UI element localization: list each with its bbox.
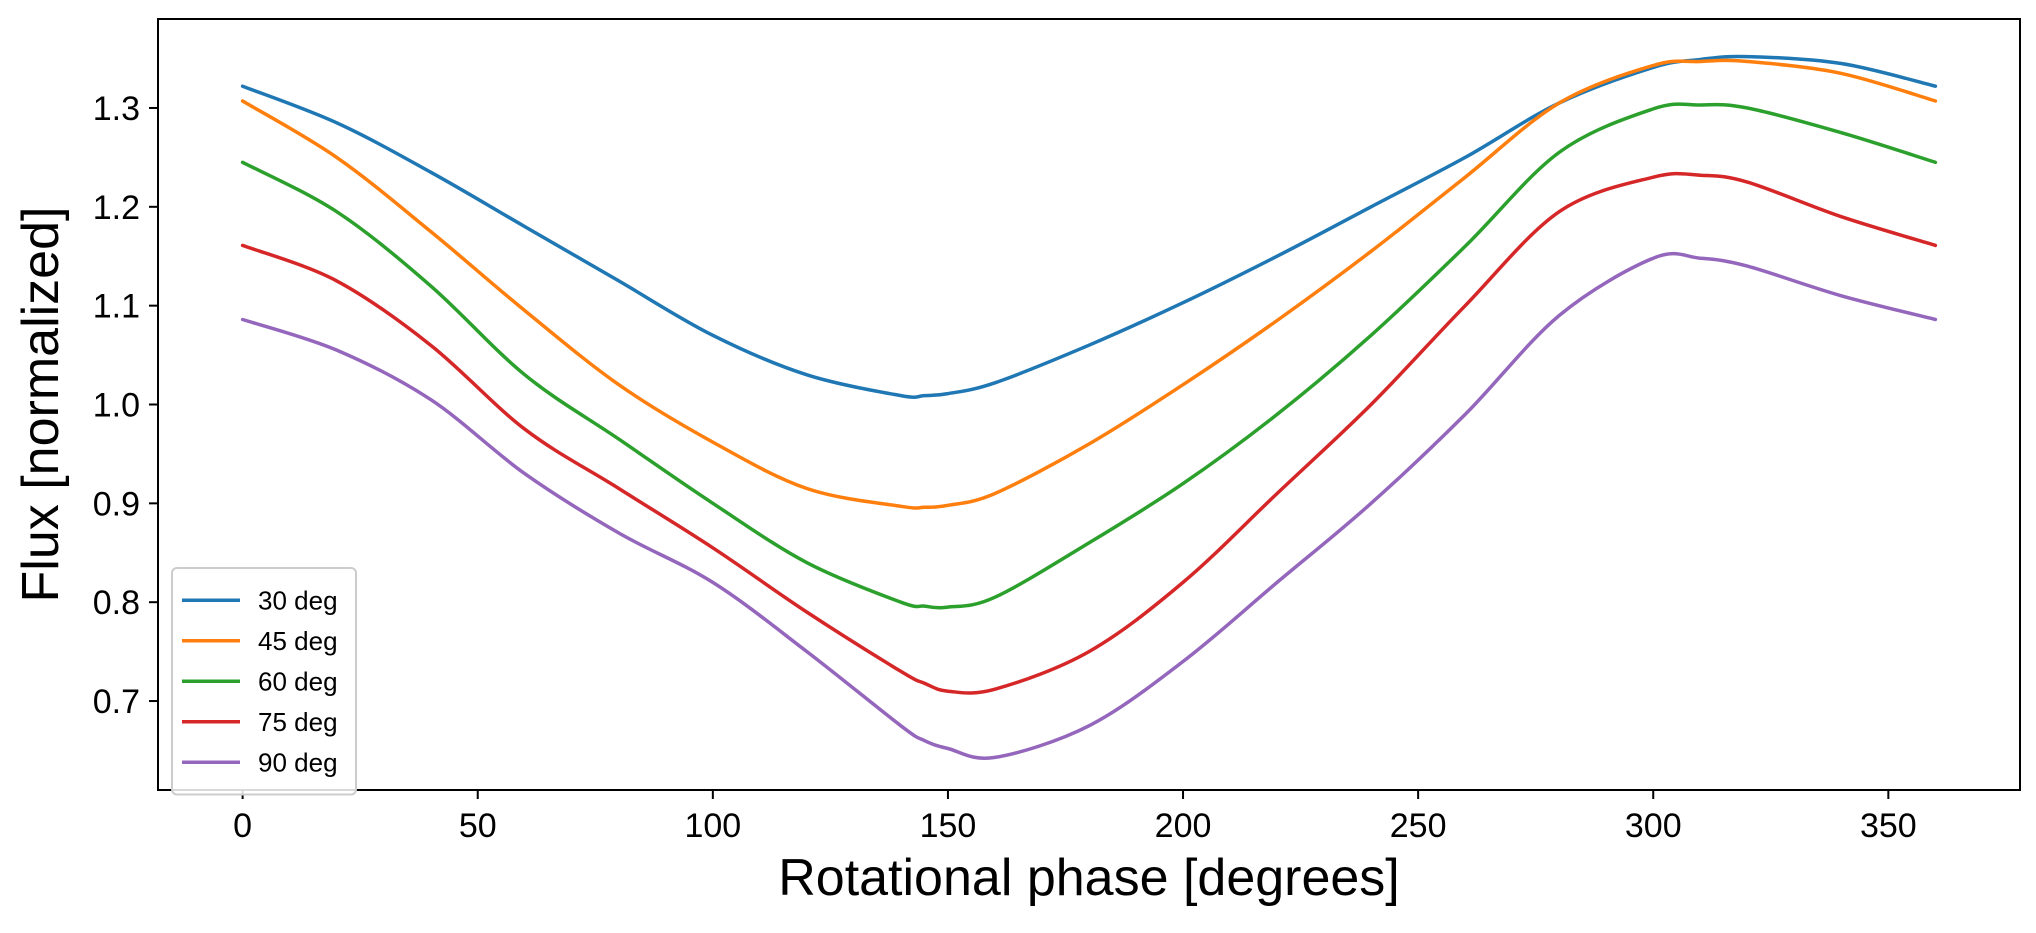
y-tick-label: 0.8 — [93, 584, 140, 622]
legend-label: 90 deg — [258, 747, 338, 777]
legend-label: 45 deg — [258, 626, 338, 656]
x-tick-label: 250 — [1390, 807, 1447, 845]
series-line-2 — [240, 58, 1938, 510]
series-line-1 — [240, 54, 1938, 399]
series-line-4 — [240, 171, 1938, 695]
x-tick-label: 50 — [459, 807, 497, 845]
x-axis-ticks: 0 50 100 150 200 250 300 350 — [233, 790, 1917, 845]
legend-label: 60 deg — [258, 666, 338, 696]
y-axis-label: Flux [normalized] — [12, 207, 70, 603]
y-tick-label: 0.7 — [93, 683, 140, 721]
legend-box — [171, 567, 357, 796]
x-tick-label: 200 — [1155, 807, 1212, 845]
y-tick-label: 1.2 — [93, 189, 140, 227]
series-line-3 — [240, 102, 1938, 610]
legend-label: 75 deg — [258, 707, 338, 737]
x-tick-label: 100 — [684, 807, 741, 845]
plot-frame — [157, 18, 2021, 791]
x-tick-label: 300 — [1625, 807, 1682, 845]
x-tick-label: 0 — [233, 807, 252, 845]
series-line-5 — [240, 251, 1938, 760]
y-axis-ticks: 0.7 0.8 0.9 1.0 1.1 1.2 1.3 — [93, 90, 158, 721]
series-lines — [240, 54, 1938, 760]
y-tick-label: 1.1 — [93, 288, 140, 326]
legend: 30 deg 45 deg 60 deg 75 deg 90 deg — [171, 567, 357, 796]
x-tick-label: 150 — [920, 807, 977, 845]
legend-label: 30 deg — [258, 585, 338, 615]
y-tick-label: 0.9 — [93, 485, 140, 523]
x-axis-label: Rotational phase [degrees] — [778, 849, 1400, 907]
y-tick-label: 1.3 — [93, 90, 140, 128]
x-tick-label: 350 — [1860, 807, 1917, 845]
y-tick-label: 1.0 — [93, 387, 140, 425]
